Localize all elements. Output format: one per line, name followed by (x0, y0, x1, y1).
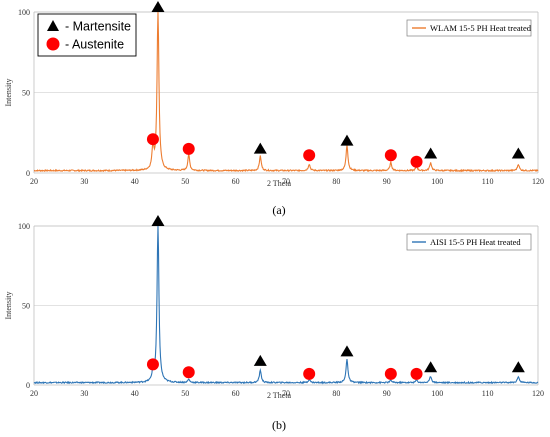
y-tick-label: 50 (22, 89, 30, 98)
martensite-marker (340, 134, 354, 146)
key-label: - Martensite (65, 20, 131, 34)
key-circle-icon (46, 37, 60, 51)
x-tick-label: 60 (232, 177, 240, 186)
x-tick-label: 50 (181, 177, 189, 186)
austenite-marker (384, 367, 397, 380)
martensite-marker (151, 215, 165, 226)
phase-key: - Martensite - Austenite (37, 13, 137, 57)
legend: AISI 15-5 PH Heat treated (406, 233, 532, 251)
martensite-marker (424, 147, 438, 159)
austenite-marker (410, 155, 423, 168)
x-tick-label: 90 (383, 389, 391, 398)
austenite-marker (384, 149, 397, 162)
key-label: - Austenite (65, 38, 124, 52)
y-axis-title: Intensity (4, 292, 13, 320)
series-line-0 (33, 225, 539, 385)
x-tick-label: 100 (431, 389, 443, 398)
austenite-marker (303, 149, 316, 162)
martensite-marker (340, 345, 354, 357)
austenite-marker (182, 366, 195, 379)
martensite-marker (253, 354, 267, 366)
martensite-marker (511, 361, 525, 373)
x-tick-label: 110 (482, 389, 494, 398)
x-tick-label: 90 (383, 177, 391, 186)
phase-markers (146, 1, 525, 168)
chart-panel-b: 0 50 100 20 30 40 50 60 70 80 90 100 110 120 2 Theta In… (4, 215, 544, 432)
x-tick-label: 50 (181, 389, 189, 398)
martensite-marker (511, 147, 525, 159)
y-tick-label: 100 (18, 8, 30, 17)
austenite-marker (182, 142, 195, 155)
key-triangle-icon (47, 20, 59, 31)
x-tick-label: 30 (80, 389, 88, 398)
austenite-marker (303, 367, 316, 380)
legend-label: AISI 15-5 PH Heat treated (430, 237, 521, 247)
x-tick-label: 120 (532, 389, 544, 398)
x-tick-label: 110 (482, 177, 494, 186)
legend-label: WLAM 15-5 PH Heat treated (430, 23, 532, 33)
austenite-marker (146, 133, 159, 146)
x-tick-label: 70 (282, 177, 290, 186)
y-axis-title: Intensity (4, 79, 13, 107)
x-tick-label: 120 (532, 177, 544, 186)
phase-markers (146, 215, 525, 380)
x-tick-label: 80 (332, 389, 340, 398)
martensite-marker (151, 1, 165, 12)
martensite-marker (253, 142, 267, 154)
panel-caption: (a) (272, 203, 285, 217)
x-tick-label: 20 (30, 389, 38, 398)
panel-caption: (b) (272, 418, 286, 432)
x-tick-label: 20 (30, 177, 38, 186)
y-tick-label: 0 (26, 381, 30, 390)
x-tick-label: 70 (282, 389, 290, 398)
x-tick-label: 40 (131, 177, 139, 186)
y-tick-label: 0 (26, 169, 30, 178)
x-tick-label: 40 (131, 389, 139, 398)
x-axis-title: 2 Theta (267, 179, 292, 188)
austenite-marker (146, 358, 159, 371)
x-axis-title: 2 Theta (267, 391, 292, 400)
y-tick-label: 50 (22, 302, 30, 311)
legend-box (406, 19, 532, 37)
series-line-0 (33, 11, 539, 173)
x-tick-label: 30 (80, 177, 88, 186)
martensite-marker (424, 361, 438, 373)
x-tick-label: 100 (431, 177, 443, 186)
legend-box (406, 233, 532, 251)
x-tick-label: 80 (332, 177, 340, 186)
y-tick-label: 100 (18, 222, 30, 231)
legend: WLAM 15-5 PH Heat treated (406, 19, 532, 37)
x-tick-label: 60 (232, 389, 240, 398)
austenite-marker (410, 367, 423, 380)
chart-panel-a: 0 50 100 20 30 40 50 60 70 80 90 100 110 120 2 Theta In… (4, 1, 544, 217)
